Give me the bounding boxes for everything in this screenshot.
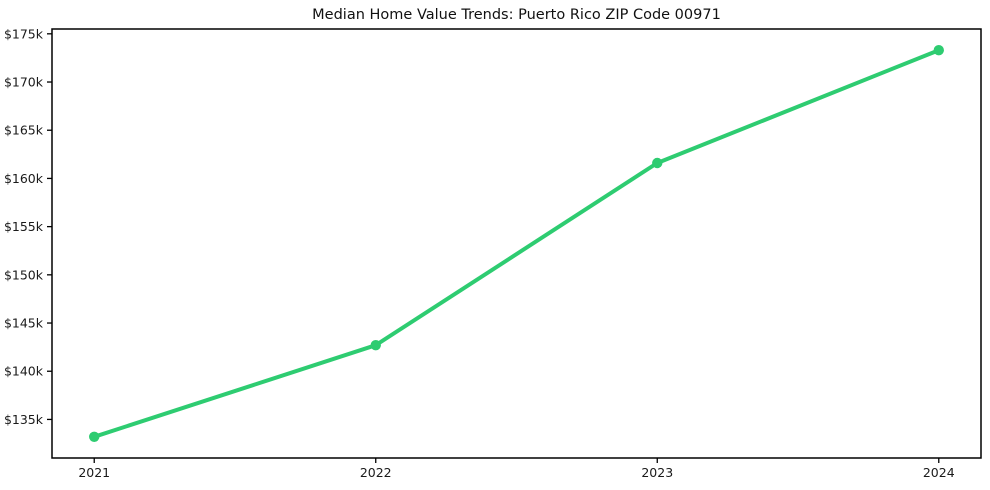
data-point-marker bbox=[89, 431, 100, 442]
data-point-marker bbox=[370, 340, 381, 351]
y-tick-label: $155k bbox=[4, 219, 44, 234]
y-tick-label: $150k bbox=[4, 267, 44, 282]
x-tick-label: 2021 bbox=[78, 465, 110, 480]
plot-border bbox=[51, 28, 982, 459]
y-tick-label: $175k bbox=[4, 26, 44, 41]
y-tick-label: $170k bbox=[4, 75, 44, 90]
x-tick-label: 2022 bbox=[360, 465, 392, 480]
y-tick-label: $145k bbox=[4, 316, 44, 331]
x-tick-label: 2024 bbox=[923, 465, 955, 480]
y-tick-label: $140k bbox=[4, 364, 44, 379]
data-point-marker bbox=[933, 45, 944, 56]
data-point-marker bbox=[652, 157, 663, 169]
y-tick-label: $165k bbox=[4, 123, 44, 138]
chart-title: Median Home Value Trends: Puerto Rico ZI… bbox=[312, 7, 721, 23]
y-tick-label: $135k bbox=[4, 412, 44, 427]
y-tick-label: $160k bbox=[4, 171, 44, 186]
x-tick-label: 2023 bbox=[641, 465, 673, 480]
trend-line bbox=[92, 48, 941, 439]
